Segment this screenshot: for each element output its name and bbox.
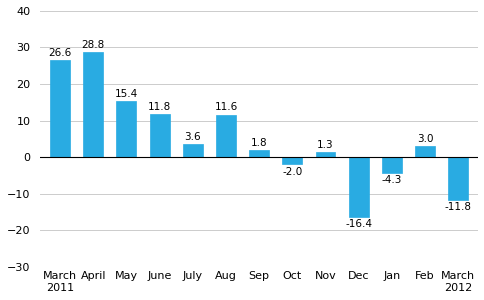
Bar (150, 114, 169, 157)
Text: 15.4: 15.4 (115, 88, 138, 99)
Bar (414, 146, 434, 157)
Text: -4.3: -4.3 (381, 175, 401, 185)
Bar (182, 144, 202, 157)
Bar (50, 60, 70, 157)
Bar (381, 157, 401, 173)
Text: -2.0: -2.0 (282, 167, 302, 176)
Text: 3.6: 3.6 (184, 132, 201, 142)
Bar (315, 152, 335, 157)
Bar (447, 157, 467, 200)
Text: 3.0: 3.0 (416, 134, 432, 144)
Bar (215, 115, 235, 157)
Text: 11.6: 11.6 (214, 103, 237, 112)
Bar (83, 52, 103, 157)
Bar (116, 101, 136, 157)
Text: 28.8: 28.8 (81, 40, 105, 50)
Text: 1.8: 1.8 (250, 138, 267, 148)
Text: 11.8: 11.8 (148, 102, 171, 112)
Text: -11.8: -11.8 (444, 202, 470, 212)
Bar (249, 151, 269, 157)
Text: 26.6: 26.6 (48, 48, 72, 58)
Text: -16.4: -16.4 (345, 219, 371, 229)
Bar (348, 157, 368, 217)
Text: 1.3: 1.3 (317, 140, 333, 150)
Bar (282, 157, 302, 164)
